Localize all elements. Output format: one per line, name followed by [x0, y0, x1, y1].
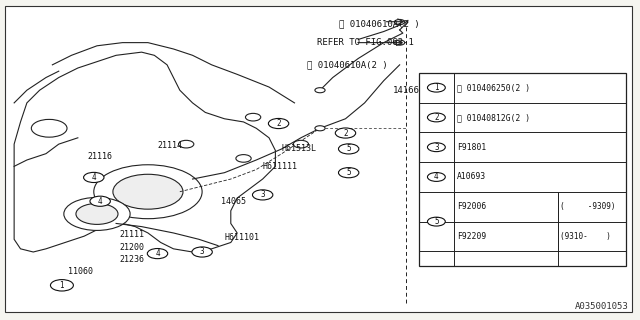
Circle shape: [268, 118, 289, 129]
Text: 11060: 11060: [68, 267, 93, 276]
Text: A10693: A10693: [457, 172, 486, 181]
Text: H61513L: H61513L: [282, 144, 317, 153]
Polygon shape: [14, 52, 275, 252]
Circle shape: [113, 174, 183, 209]
Text: (9310-    ): (9310- ): [560, 232, 611, 241]
Circle shape: [428, 143, 445, 152]
Circle shape: [428, 172, 445, 181]
Text: 5: 5: [346, 144, 351, 153]
Text: 2: 2: [434, 113, 438, 122]
Text: 14065: 14065: [221, 197, 246, 206]
Text: F92209: F92209: [457, 232, 486, 241]
Text: H611101: H611101: [225, 233, 259, 242]
Text: 21200: 21200: [119, 243, 144, 252]
Circle shape: [315, 88, 325, 93]
Circle shape: [428, 113, 445, 122]
Text: 4: 4: [92, 173, 96, 182]
Text: F91801: F91801: [457, 143, 486, 152]
Circle shape: [339, 144, 359, 154]
Text: 3: 3: [260, 190, 265, 199]
Text: 21236: 21236: [119, 255, 144, 264]
Circle shape: [84, 172, 104, 182]
Text: F92006: F92006: [457, 202, 486, 211]
Circle shape: [90, 196, 110, 206]
Text: (     -9309): ( -9309): [560, 202, 616, 211]
Text: 2: 2: [343, 129, 348, 138]
Circle shape: [236, 155, 251, 162]
Circle shape: [246, 113, 260, 121]
Text: Ⓑ 010406250(2 ): Ⓑ 010406250(2 ): [457, 83, 531, 92]
Circle shape: [94, 165, 202, 219]
Text: Ⓑ 01040610A(2 ): Ⓑ 01040610A(2 ): [307, 60, 388, 69]
Text: 2: 2: [276, 119, 281, 128]
Circle shape: [76, 204, 118, 224]
Circle shape: [339, 168, 359, 178]
Circle shape: [340, 131, 351, 136]
Circle shape: [428, 217, 445, 226]
Circle shape: [394, 20, 404, 25]
Text: 21111: 21111: [119, 230, 144, 239]
Circle shape: [335, 128, 356, 138]
Text: 1: 1: [60, 281, 64, 290]
Text: Ⓑ 01040610A(2 ): Ⓑ 01040610A(2 ): [339, 19, 420, 28]
Text: 5: 5: [346, 168, 351, 177]
Circle shape: [428, 83, 445, 92]
Circle shape: [51, 280, 74, 291]
Circle shape: [293, 140, 308, 148]
Circle shape: [394, 40, 404, 45]
Text: 4: 4: [98, 197, 102, 206]
Text: 3: 3: [434, 143, 438, 152]
Text: 21116: 21116: [88, 152, 113, 161]
Circle shape: [315, 126, 325, 131]
Circle shape: [31, 119, 67, 137]
Text: 3: 3: [200, 247, 204, 257]
Text: 4: 4: [434, 172, 438, 181]
Text: 1: 1: [434, 83, 438, 92]
Circle shape: [252, 190, 273, 200]
Circle shape: [147, 249, 168, 259]
Text: 4: 4: [155, 249, 160, 258]
Circle shape: [192, 247, 212, 257]
Circle shape: [179, 140, 194, 148]
Text: H611111: H611111: [262, 162, 298, 171]
Text: 21114: 21114: [157, 141, 182, 150]
FancyBboxPatch shape: [4, 6, 632, 312]
Text: 5: 5: [434, 217, 438, 226]
Text: REFER TO FIG.063-1: REFER TO FIG.063-1: [317, 38, 413, 47]
Circle shape: [64, 197, 130, 230]
FancyBboxPatch shape: [419, 73, 626, 266]
Text: Ⓑ 01040812G(2 ): Ⓑ 01040812G(2 ): [457, 113, 531, 122]
Text: 14166: 14166: [394, 86, 420, 95]
Text: A035001053: A035001053: [575, 302, 629, 311]
